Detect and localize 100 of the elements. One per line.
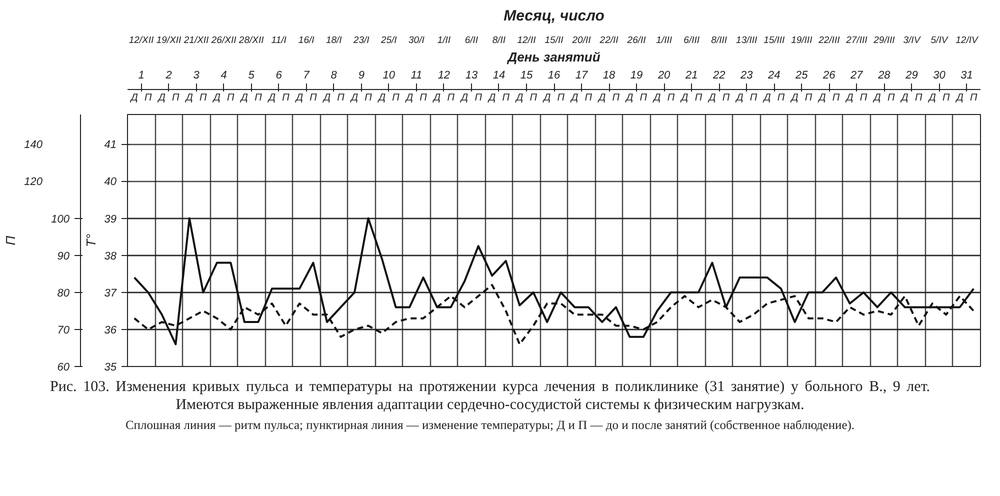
x2-tick-label: 19 — [630, 70, 643, 82]
x2-tick-label: 15 — [520, 70, 534, 82]
text: Сплошная линия — ритм пульса; пунктирная линия — изменение температуры; Д и П — до и после занятий (собственное наблюдение). — [125, 418, 855, 433]
x-tick-label: П — [777, 92, 786, 104]
y3-tick-label: 120 — [24, 176, 44, 188]
x2-tick-label: 26 — [822, 70, 836, 82]
x2-tick-label: 20 — [656, 70, 672, 82]
x-tick-label: Д — [157, 92, 166, 104]
x-tick-label: П — [530, 92, 538, 104]
x2-tick-label: 30 — [933, 70, 946, 82]
text: 11/I — [271, 35, 287, 46]
text: 26/II — [626, 35, 646, 46]
x-tick-label: П — [502, 92, 510, 104]
x-tick-label: П — [420, 92, 428, 104]
x2-tick-label: 11 — [410, 70, 422, 82]
x2-tick-label: 27 — [850, 70, 864, 82]
x-tick-label: Д — [432, 92, 441, 104]
x-tick-label: Д — [598, 92, 606, 104]
x-tick-label: Д — [322, 92, 331, 104]
x-tick-label: П — [804, 92, 813, 104]
x-tick-label: П — [750, 92, 758, 104]
line-series — [133, 217, 975, 346]
text: 30/I — [408, 35, 425, 46]
x-tick-label: Д — [405, 92, 414, 104]
x2-tick-label: 13 — [465, 70, 478, 82]
text: 15/III — [764, 35, 786, 46]
x-tick-label: П — [172, 92, 180, 104]
x-tick-label: П — [227, 92, 236, 104]
x-tick-label: Д — [652, 92, 661, 104]
y-tick-label: 80 — [57, 287, 70, 300]
x-tick-label: Д — [184, 92, 193, 104]
x2-tick-label: 3 — [193, 70, 200, 82]
x-tick-label: Д — [928, 92, 936, 104]
text: 5/IV — [930, 35, 950, 46]
text: 19/III — [791, 35, 813, 46]
x-tick-label: Д — [735, 92, 744, 104]
x-tick-label: Д — [212, 92, 220, 104]
x-tick-label: П — [722, 92, 730, 104]
x2-tick-label: 7 — [303, 70, 310, 82]
x-tick-label: Д — [955, 92, 964, 104]
x2-axis-title: День занятий — [506, 50, 600, 64]
x-tick-label: Д — [460, 92, 468, 104]
chart-title: Месяц, число — [504, 8, 604, 24]
y-tick-label: 100 — [51, 213, 70, 226]
y-tick-label: 70 — [57, 324, 70, 336]
x-tick-label: П — [832, 92, 840, 104]
x-tick-label: П — [914, 92, 923, 104]
x-tick-label: Д — [378, 92, 386, 104]
x2-tick-label: 28 — [877, 70, 892, 82]
x2-tick-label: 22 — [712, 70, 726, 82]
x-tick-label: Д — [542, 92, 551, 104]
x2-tick-label: 10 — [382, 70, 396, 82]
text: 28/XII — [238, 35, 264, 46]
text: 3/IV — [903, 35, 922, 46]
x2-tick-label: 21 — [684, 70, 698, 82]
x-tick-label: П — [144, 92, 153, 104]
text: 26/XII — [210, 35, 237, 46]
x2-tick-label: 12 — [438, 70, 450, 82]
x2-tick-label: 2 — [164, 70, 172, 82]
text: 1/III — [656, 35, 672, 46]
text: 21/XII — [182, 35, 210, 46]
x-tick-label: Д — [515, 92, 524, 104]
text: 22/III — [818, 35, 840, 46]
x-tick-label: П — [282, 92, 290, 104]
x-tick-label: Д — [294, 92, 303, 104]
x-tick-label: П — [337, 92, 346, 104]
x-tick-label: Д — [625, 92, 634, 104]
x2-tick-label: 23 — [739, 70, 754, 82]
text: 22/II — [598, 35, 619, 46]
y-tick-label: 60 — [57, 362, 70, 374]
x-tick-label: Д — [570, 92, 578, 104]
x-tick-label: Д — [845, 92, 854, 104]
y2-tick-label: 36 — [104, 324, 118, 336]
x-tick-label: Д — [790, 92, 798, 104]
x2-tick-label: 31 — [960, 70, 973, 82]
text: 12/IV — [956, 35, 980, 46]
text: 13/III — [736, 35, 758, 46]
x-tick-label: Д — [900, 92, 908, 104]
text: 27/III — [845, 35, 868, 46]
x-tick-label: П — [887, 92, 896, 104]
text: 23/I — [352, 35, 370, 46]
text: 29/III — [872, 35, 896, 46]
x-tick-label: П — [364, 92, 373, 104]
text: 20/II — [571, 35, 592, 46]
x-tick-label: П — [612, 92, 620, 104]
x-tick-label: П — [640, 92, 648, 104]
x2-tick-label: 8 — [330, 70, 338, 82]
y2-tick-label: 37 — [104, 287, 118, 300]
x2-tick-label: 9 — [358, 70, 364, 82]
x2-tick-label: 6 — [276, 70, 283, 82]
x-tick-label: Д — [872, 92, 881, 104]
y2-tick-label: 38 — [104, 250, 118, 262]
x-tick-label: П — [970, 92, 978, 104]
text: 15/II — [544, 35, 564, 46]
text: 8/II — [492, 35, 506, 46]
x-tick-label: П — [310, 92, 318, 104]
y3-tick-label: 140 — [24, 139, 44, 152]
x2-tick-label: 17 — [575, 70, 589, 82]
x-tick-label: П — [667, 92, 676, 104]
x-tick-label: Д — [240, 92, 248, 104]
